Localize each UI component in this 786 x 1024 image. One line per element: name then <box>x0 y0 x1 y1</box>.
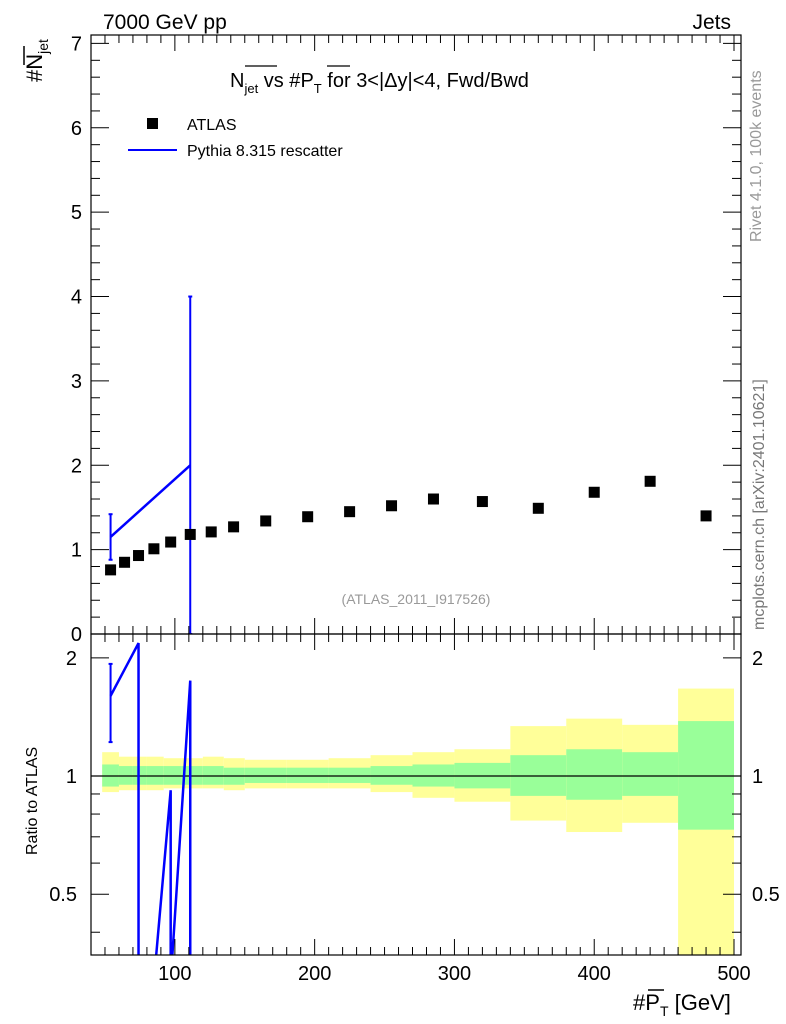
data-point <box>302 511 314 523</box>
data-point <box>165 536 177 548</box>
x-tick-label: 300 <box>438 963 471 985</box>
header-jets: Jets <box>692 11 731 34</box>
x-axis-label: #PT [GeV] <box>633 989 731 1019</box>
ratio-tick-label-right: 1 <box>752 766 763 788</box>
data-point <box>644 475 656 487</box>
data-point <box>133 550 145 562</box>
x-axis-label-unit: [GeV] <box>669 990 731 1015</box>
svg-text:Njet vs #PT for 3<|Δy|<4, Fwd/: Njet vs #PT for 3<|Δy|<4, Fwd/Bwd <box>230 70 529 96</box>
x-tick-label: 100 <box>158 963 191 985</box>
ratio-band-inner <box>244 767 287 783</box>
mcplots-url-label: mcplots.cern.ch [arXiv:2401.10621] <box>751 379 768 630</box>
title-p: P <box>300 70 313 92</box>
title-tail: for 3<|Δy|<4, Fwd/Bwd <box>322 70 529 92</box>
legend: ATLAS Pythia 8.315 rescatter <box>128 117 343 160</box>
y-tick-label: 6 <box>71 118 82 140</box>
ratio-tick-label-left: 1 <box>66 766 77 788</box>
data-point <box>700 510 712 522</box>
y-tick-label: 3 <box>71 371 82 393</box>
y-tick-label: 7 <box>71 33 82 55</box>
data-point <box>588 486 600 498</box>
ratio-y-label-text: Ratio to ATLAS <box>24 747 41 855</box>
data-point <box>205 526 217 538</box>
y-tick-label: 0 <box>71 624 82 646</box>
y-tick-label: 4 <box>71 287 82 309</box>
ratio-y-label: Ratio to ATLAS <box>24 747 41 855</box>
ratio-band-inner <box>622 752 679 796</box>
x-tick-label: 200 <box>298 963 331 985</box>
ratio-band-inner <box>286 767 329 783</box>
x-tick-label: 500 <box>717 963 750 985</box>
data-point <box>344 506 356 518</box>
y-tick-label: 5 <box>71 202 82 224</box>
svg-text:#Njet: #Njet <box>22 39 51 82</box>
y-tick-label: 2 <box>71 455 82 477</box>
data-point <box>260 515 272 527</box>
data-point <box>386 500 398 512</box>
ratio-panel-frame <box>90 633 742 956</box>
y-axis-label-hash: # <box>22 69 47 82</box>
mcplots-label: mcplots.cern.ch [arXiv:2401.10621] <box>751 379 768 630</box>
data-point <box>184 528 196 540</box>
rivet-label: Rivet 4.1.0, 100k events <box>748 70 765 242</box>
data-point <box>148 543 160 555</box>
ratio-tick-label-right: 0.5 <box>752 884 780 906</box>
legend-mc-label: Pythia 8.315 rescatter <box>187 143 343 160</box>
legend-atlas-label: ATLAS <box>187 117 237 134</box>
data-point <box>105 564 117 576</box>
x-axis-label-p: P <box>645 990 660 1015</box>
x-axis-label-hash: # <box>633 990 646 1015</box>
data-point <box>228 521 240 533</box>
data-point <box>476 496 488 508</box>
mc-line <box>109 464 192 538</box>
ratio-mc-line <box>109 642 192 955</box>
chart-title: Njet vs #PT for 3<|Δy|<4, Fwd/Bwd <box>230 65 529 96</box>
ratio-tick-label-right: 2 <box>752 648 763 670</box>
data-point <box>532 502 544 514</box>
rivet-version-label: Rivet 4.1.0, 100k events <box>748 70 765 242</box>
title-n-sub: jet <box>243 81 258 96</box>
title-mid: vs # <box>258 70 301 92</box>
y-axis-label-sub: jet <box>35 39 51 55</box>
y-axis-label-n: N <box>22 54 47 70</box>
ratio-tick-label-left: 0.5 <box>49 884 77 906</box>
y-tick-label: 1 <box>71 540 82 562</box>
data-point <box>427 493 439 505</box>
title-n: N <box>230 70 244 92</box>
x-axis-label-sub: T <box>660 1003 669 1019</box>
x-tick-label: 400 <box>578 963 611 985</box>
header-energy: 7000 GeV pp <box>103 11 227 34</box>
title-p-sub: T <box>314 81 322 96</box>
legend-atlas-marker <box>147 118 158 129</box>
ratio-band-inner <box>678 721 735 830</box>
analysis-label: (ATLAS_2011_I917526) <box>342 591 491 607</box>
svg-text:#PT [GeV]: #PT [GeV] <box>633 990 731 1019</box>
y-axis-label: #Njet <box>22 39 51 82</box>
data-point <box>119 556 131 568</box>
ratio-band-inner <box>566 749 623 800</box>
ratio-tick-label-left: 2 <box>66 648 77 670</box>
ratio-band-inner <box>328 767 371 783</box>
